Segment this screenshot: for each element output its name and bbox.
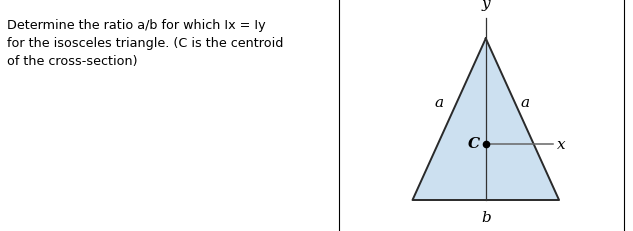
Polygon shape (413, 39, 559, 200)
Text: b: b (481, 210, 491, 224)
Text: a: a (434, 96, 443, 110)
Text: Determine the ratio a/b for which Ix = Iy
for the isosceles triangle. (C is the : Determine the ratio a/b for which Ix = I… (6, 18, 283, 67)
Text: y: y (482, 0, 490, 11)
Text: a: a (521, 96, 530, 110)
Text: x: x (557, 137, 566, 151)
Text: C: C (468, 136, 480, 150)
